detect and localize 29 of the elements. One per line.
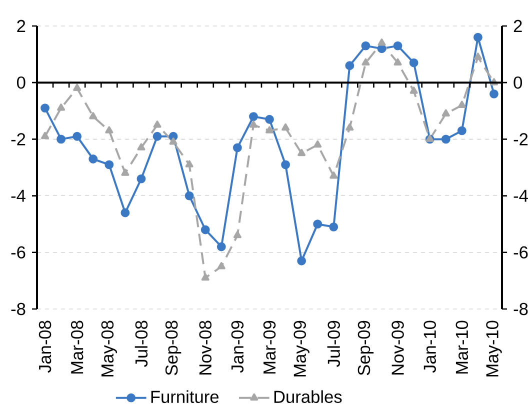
y-tick-label: -2 [514,133,528,146]
x-tick-label: Jul-09 [327,320,340,367]
x-tick-label: May-08 [101,320,118,376]
x-tick-label: May-09 [294,320,310,376]
x-tick-label: Jan-08 [38,320,52,373]
y2-tick-label: -2 [11,133,26,146]
y-tick-label: 2 [514,20,522,32]
y2-tick-label: -6 [11,246,26,259]
y2-tick-label: -4 [11,190,26,202]
x-tick-label: Mar-09 [263,320,276,374]
x-tick-label: Nov-09 [392,320,404,374]
y2-tick-label: 2 [17,20,26,32]
y-tick-label: -4 [514,190,528,202]
legend-label: Durables [274,390,342,403]
y-tick-label: -8 [514,302,528,316]
x-tick-label: Mar-10 [456,320,468,374]
legend-label: Furniture [151,390,219,403]
x-tick-label: Mar-08 [70,320,84,374]
y2-tick-label: -8 [11,302,26,316]
x-tick-label: Jan-09 [231,320,244,373]
x-tick-label: Sep-08 [165,320,182,376]
x-tick-label: Sep-09 [358,320,374,376]
x-tick-label: Jan-10 [424,320,436,373]
y2-tick-label: 0 [16,76,26,89]
y-tick-label: 0 [514,76,522,89]
x-tick-label: Jul-08 [134,320,148,367]
y-tick-label: -6 [514,246,528,259]
x-tick-label: May-10 [486,320,502,376]
x-tick-label: Nov-08 [199,320,212,374]
